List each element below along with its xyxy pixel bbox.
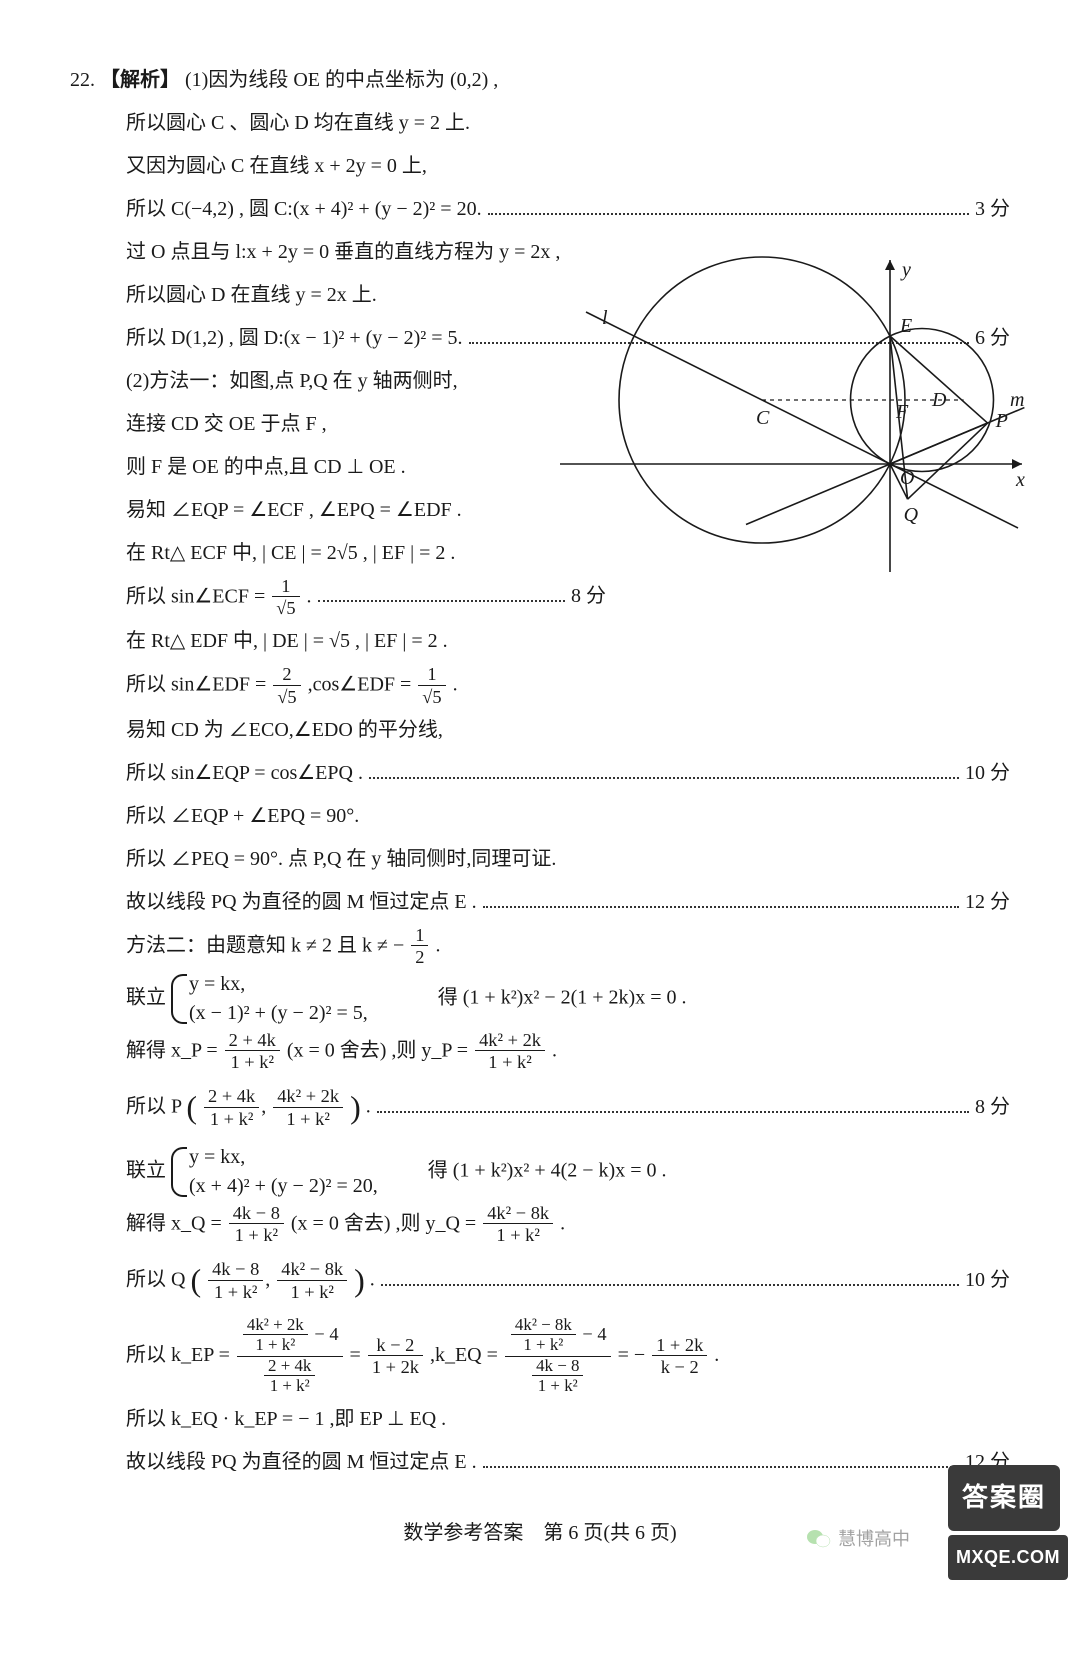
geometry-diagram: y x l m E P DF C OQ: [560, 252, 1030, 572]
wechat-hint: 慧博高中: [806, 1521, 910, 1558]
score-line: 所以 Q ( 4k − 81 + k², 4k² − 8k1 + k² ) . …: [70, 1248, 1010, 1314]
watermark-text-2: MXQE.COM: [948, 1535, 1068, 1580]
svg-text:D: D: [931, 389, 947, 411]
score-line: 所以 P ( 2 + 4k1 + k², 4k² + 2k1 + k² ) . …: [70, 1075, 1010, 1141]
svg-text:m: m: [1010, 389, 1024, 411]
wechat-icon: [806, 1528, 832, 1550]
score: 3 分: [975, 189, 1010, 230]
svg-text:C: C: [756, 407, 770, 429]
score: 10 分: [965, 1260, 1010, 1301]
dotted-leader: [318, 585, 565, 602]
score-line: 故以线段 PQ 为直径的圆 M 恒过定点 E . 12 分: [70, 1442, 1010, 1483]
analysis-tag: 【解析】: [100, 69, 180, 91]
svg-text:l: l: [602, 307, 608, 329]
dotted-leader: [381, 1269, 959, 1286]
dotted-leader: [483, 1451, 959, 1468]
text: 所以 k_EP = 4k² + 2k1 + k² − 4 2 + 4k1 + k…: [70, 1316, 1010, 1397]
watermark: 答案圈 MXQE.COM: [948, 1465, 1068, 1579]
dotted-leader: [377, 1096, 969, 1113]
complex-fraction: 4k² − 8k1 + k² − 4 4k − 81 + k²: [505, 1316, 611, 1397]
dotted-leader: [369, 762, 959, 779]
dotted-leader: [488, 198, 969, 215]
svg-text:F: F: [895, 401, 909, 423]
text: 所以 sin∠EDF = 2 √5 ,cos∠EDF = 1 √5 .: [70, 664, 1010, 707]
text: 所以 ∠PEQ = 90°. 点 P,Q 在 y 轴同侧时,同理可证.: [70, 839, 1010, 880]
text: 联立 y = kx, (x − 1)² + (y − 2)² = 5, 得 (1…: [70, 970, 1010, 1028]
text: 所以 D(1,2) , 圆 D:(x − 1)² + (y − 2)² = 5.: [126, 318, 463, 359]
text: 所以 k_EQ · k_EP = − 1 ,即 EP ⊥ EQ .: [70, 1399, 1010, 1440]
score: 8 分: [571, 576, 606, 617]
text: 所以 Q ( 4k − 81 + k², 4k² − 8k1 + k² ) .: [126, 1248, 375, 1314]
text: 所以 P ( 2 + 4k1 + k², 4k² + 2k1 + k² ) .: [126, 1075, 371, 1141]
score: 12 分: [965, 882, 1010, 923]
score-line: 所以 sin∠EQP = cos∠EPQ . 10 分: [70, 753, 1010, 794]
svg-text:P: P: [995, 410, 1008, 432]
text: 在 Rt△ EDF 中, | DE | = √5 , | EF | = 2 .: [70, 621, 646, 662]
text: 故以线段 PQ 为直径的圆 M 恒过定点 E .: [126, 882, 477, 923]
equation-system: y = kx, (x + 4)² + (y − 2)² = 20,: [171, 1143, 378, 1201]
fraction: 1 √5: [418, 664, 445, 707]
question-number: 22.: [70, 69, 95, 91]
svg-text:Q: Q: [904, 504, 919, 526]
text: 易知 CD 为 ∠ECO,∠EDO 的平分线,: [70, 710, 1010, 751]
q22-line1: 22. 【解析】 (1)因为线段 OE 的中点坐标为 (0,2) ,: [70, 60, 1010, 101]
score-line: 所以 sin∠ECF = 1 √5 . 8 分: [70, 576, 606, 619]
svg-text:E: E: [899, 315, 912, 337]
svg-text:x: x: [1015, 469, 1025, 491]
text: 故以线段 PQ 为直径的圆 M 恒过定点 E .: [126, 1442, 477, 1483]
fraction: 1 2: [411, 925, 428, 968]
score-line: 故以线段 PQ 为直径的圆 M 恒过定点 E . 12 分: [70, 882, 1010, 923]
fraction: 2 √5: [273, 664, 300, 707]
text: 解得 x_Q = 4k − 81 + k² (x = 0 舍去) ,则 y_Q …: [70, 1203, 1010, 1246]
page: y x l m E P DF C OQ 22. 【解析】 (1)因为线段 OE 的中点坐标为 (…: [0, 0, 1080, 1594]
text: 方法二：由题意知 k ≠ 2 且 k ≠ − 1 2 .: [70, 925, 1010, 968]
svg-text:O: O: [900, 467, 914, 489]
score-line: 所以 C(−4,2) , 圆 C:(x + 4)² + (y − 2)² = 2…: [70, 189, 1010, 230]
text: 解得 x_P = 2 + 4k1 + k² (x = 0 舍去) ,则 y_P …: [70, 1030, 1010, 1073]
dotted-leader: [483, 891, 959, 908]
text: 又因为圆心 C 在直线 x + 2y = 0 上,: [70, 146, 1010, 187]
text: 所以圆心 C 、圆心 D 均在直线 y = 2 上.: [70, 103, 1010, 144]
score: 10 分: [965, 753, 1010, 794]
watermark-text-1: 答案圈: [948, 1465, 1060, 1530]
text: 所以 sin∠EQP = cos∠EPQ .: [126, 753, 363, 794]
equation-system: y = kx, (x − 1)² + (y − 2)² = 5,: [171, 970, 368, 1028]
fraction: 1 √5: [272, 576, 299, 619]
complex-fraction: 4k² + 2k1 + k² − 4 2 + 4k1 + k²: [237, 1316, 343, 1397]
score: 8 分: [975, 1087, 1010, 1128]
text: 所以 ∠EQP + ∠EPQ = 90°.: [70, 796, 1010, 837]
text: (1)因为线段 OE 的中点坐标为 (0,2) ,: [185, 69, 498, 91]
svg-text:y: y: [900, 259, 911, 281]
text: 所以 sin∠ECF = 1 √5 .: [126, 576, 312, 619]
text: 所以 C(−4,2) , 圆 C:(x + 4)² + (y − 2)² = 2…: [126, 189, 482, 230]
text: 联立 y = kx, (x + 4)² + (y − 2)² = 20, 得 (…: [70, 1143, 1010, 1201]
